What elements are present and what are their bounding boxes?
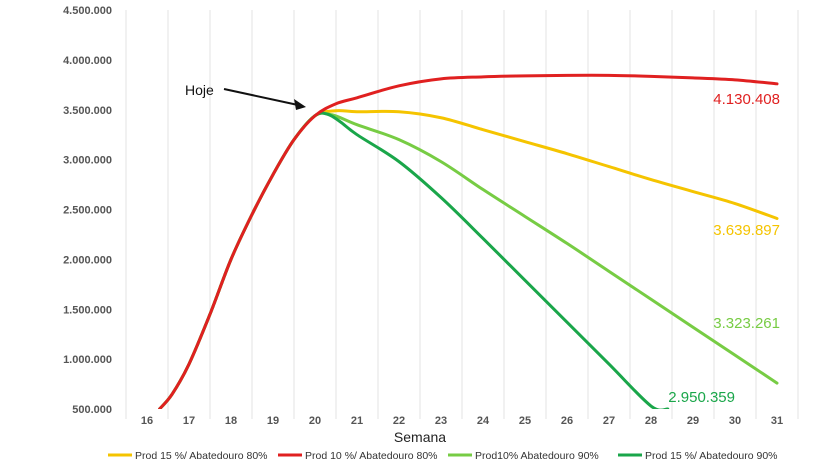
- x-tick-label: 22: [393, 415, 405, 427]
- plot-area: [158, 73, 779, 409]
- annotation-arrowhead: [294, 99, 306, 110]
- legend-label: Prod10% Abatedouro 90%: [475, 450, 599, 462]
- x-tick-label: 19: [267, 415, 279, 427]
- annotation: Hoje: [185, 82, 306, 110]
- grid-lines: [125, 10, 799, 419]
- legend-label: Prod 10 %/ Abatedouro 80%: [305, 450, 438, 462]
- y-tick-label: 500.000: [72, 404, 112, 416]
- legend-label: Prod 15 %/ Abatedouro 90%: [645, 450, 778, 462]
- series-end-labels: 3.639.897 4.130.408 3.323.261 2.950.359: [668, 91, 780, 406]
- series-line-prod15-abat90: [158, 111, 670, 409]
- x-tick-label: 16: [141, 415, 153, 427]
- y-tick-label: 2.000.000: [63, 254, 112, 266]
- x-tick-label: 29: [687, 415, 699, 427]
- x-tick-label: 24: [477, 415, 490, 427]
- y-tick-label: 4.000.000: [63, 55, 112, 67]
- x-tick-label: 17: [183, 415, 195, 427]
- y-tick-label: 3.500.000: [63, 105, 112, 117]
- annotation-arrow: [223, 88, 299, 106]
- x-tick-label: 26: [561, 415, 573, 427]
- x-tick-label: 25: [519, 415, 531, 427]
- x-axis-ticks: 16 17 18 19 20 21 22 23 24 25 26 27 28 29 30 31: [141, 415, 783, 427]
- annotation-text: Hoje: [185, 82, 214, 98]
- x-tick-label: 18: [225, 415, 237, 427]
- x-axis-title: Semana: [394, 429, 446, 445]
- x-tick-label: 21: [351, 415, 363, 427]
- y-tick-label: 1.500.000: [63, 304, 112, 316]
- end-label-prod10-abat80: 4.130.408: [713, 91, 780, 108]
- x-tick-label: 20: [309, 415, 321, 427]
- end-label-prod10-abat90: 3.323.261: [713, 315, 780, 332]
- y-tick-label: 3.000.000: [63, 155, 112, 167]
- y-tick-label: 1.000.000: [63, 354, 112, 366]
- end-label-prod15-abat90: 2.950.359: [668, 389, 735, 406]
- y-axis-ticks: 4.500.000 4.000.000 3.500.000 3.000.000 2.50…: [63, 5, 112, 416]
- x-tick-label: 30: [729, 415, 741, 427]
- x-tick-label: 27: [603, 415, 615, 427]
- x-tick-label: 31: [771, 415, 783, 427]
- series-line-prod10-abat80: [158, 73, 779, 409]
- x-tick-label: 23: [435, 415, 447, 427]
- y-tick-label: 4.500.000: [63, 5, 112, 17]
- legend: Prod 15 %/ Abatedouro 80% Prod 10 %/ Abat…: [108, 450, 778, 462]
- y-tick-label: 2.500.000: [63, 205, 112, 217]
- legend-label: Prod 15 %/ Abatedouro 80%: [135, 450, 268, 462]
- end-label-prod15-abat80: 3.639.897: [713, 222, 780, 239]
- x-tick-label: 28: [645, 415, 657, 427]
